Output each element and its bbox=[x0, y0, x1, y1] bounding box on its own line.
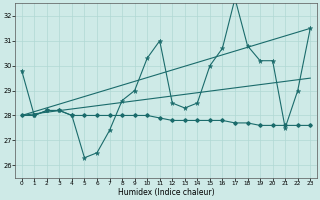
X-axis label: Humidex (Indice chaleur): Humidex (Indice chaleur) bbox=[118, 188, 214, 197]
